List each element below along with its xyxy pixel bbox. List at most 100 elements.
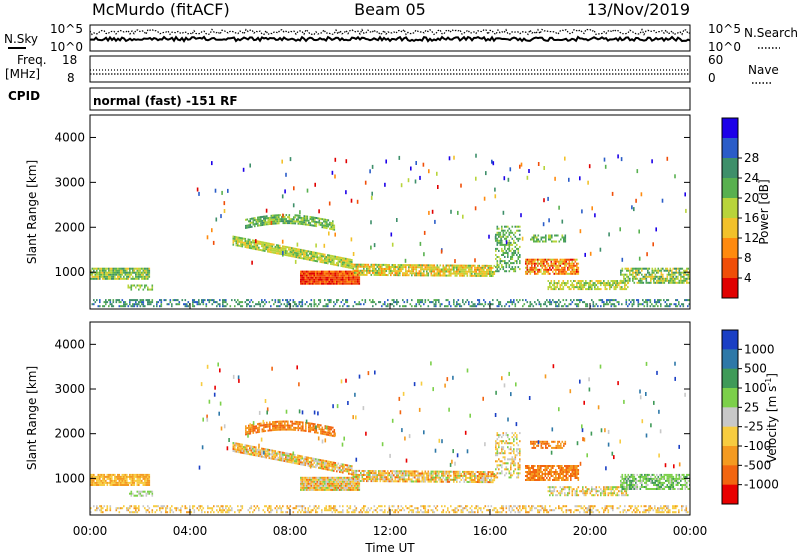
echo-cell [141, 275, 143, 278]
echo-cell [302, 217, 304, 219]
echo-cell [249, 449, 251, 452]
echo-cell [432, 264, 434, 267]
echo-cell [501, 266, 503, 269]
echo-cell [345, 470, 347, 473]
echo-cell [613, 305, 616, 308]
echo-cell [646, 252, 648, 257]
echo-cell [384, 270, 386, 272]
echo-cell [456, 470, 458, 473]
echo-cell [513, 233, 515, 236]
echo-cell [280, 253, 283, 256]
echo-cell [420, 274, 422, 277]
power-data [90, 153, 690, 308]
echo-cell [111, 267, 113, 270]
echo-cell [300, 248, 302, 251]
echo-cell [306, 274, 308, 277]
echo-cell [469, 270, 472, 273]
echo-cell [115, 479, 118, 482]
echo-cell [541, 258, 544, 261]
echo-cell [130, 481, 133, 484]
echo-cell [118, 475, 121, 478]
echo-cell [638, 281, 640, 284]
echo-cell [331, 276, 334, 279]
echo-cell [118, 305, 121, 308]
echo-cell [105, 269, 107, 272]
echo-cell [348, 486, 350, 489]
echo-cell [420, 272, 422, 275]
echo-cell [336, 262, 338, 265]
echo-cell [474, 270, 476, 273]
echo-cell [303, 249, 305, 252]
echo-cell [471, 264, 473, 267]
echo-cell [316, 280, 319, 283]
beam-title: Beam 05 [354, 0, 426, 19]
echo-cell [675, 275, 678, 278]
echo-cell [294, 454, 296, 456]
echo-cell [396, 218, 398, 222]
echo-cell [328, 478, 331, 481]
echo-cell [582, 280, 584, 282]
echo-cell [564, 236, 567, 239]
echo-cell [334, 484, 337, 487]
echo-cell [211, 228, 213, 233]
echo-cell [115, 277, 118, 280]
echo-cell [629, 273, 631, 276]
echo-cell [385, 472, 388, 475]
echo-cell [420, 472, 422, 475]
echo-cell [526, 268, 529, 271]
echo-cell [438, 472, 440, 475]
echo-cell [657, 299, 659, 302]
echo-cell [681, 275, 684, 278]
echo-cell [550, 286, 553, 289]
echo-cell [481, 471, 484, 473]
echo-cell [679, 305, 682, 308]
echo-cell [352, 486, 355, 489]
echo-cell [666, 305, 668, 308]
echo-cell [385, 159, 387, 164]
echo-cell [108, 481, 110, 484]
echo-cell [574, 268, 577, 271]
echo-cell [339, 468, 341, 471]
echo-cell [483, 299, 485, 302]
echo-cell [330, 274, 332, 277]
echo-cell [439, 478, 442, 481]
echo-cell [463, 478, 466, 481]
echo-cell [234, 237, 236, 240]
echo-cell [408, 266, 410, 269]
echo-cell [292, 457, 295, 460]
echo-cell [499, 233, 502, 236]
echo-cell [442, 472, 445, 475]
echo-cell [292, 301, 295, 304]
echo-cell [346, 305, 349, 308]
echo-cell [292, 255, 295, 258]
echo-cell [273, 455, 275, 458]
echo-cell [632, 267, 634, 270]
echo-cell [444, 478, 446, 481]
echo-cell [532, 260, 535, 263]
echo-cell [507, 229, 509, 232]
echo-cell [330, 484, 332, 487]
echo-cell [303, 461, 305, 464]
echo-cell [258, 428, 261, 431]
echo-cell [316, 462, 319, 465]
echo-cell [633, 207, 635, 212]
echo-cell [532, 258, 535, 261]
echo-cell [315, 482, 317, 485]
echo-cell [301, 463, 304, 466]
echo-cell [302, 219, 304, 222]
echo-cell [324, 257, 326, 260]
echo-cell [688, 303, 690, 306]
echo-cell [481, 268, 484, 271]
echo-cell [307, 458, 310, 461]
echo-cell [337, 260, 340, 263]
echo-cell [342, 478, 344, 481]
echo-cell [489, 475, 491, 478]
echo-cell [391, 266, 394, 268]
echo-cell [266, 425, 268, 428]
echo-cell [253, 448, 256, 451]
echo-cell [447, 270, 449, 273]
echo-cell [649, 305, 652, 308]
echo-cell [343, 278, 346, 281]
echo-cell [301, 480, 304, 483]
echo-cell [148, 477, 151, 480]
